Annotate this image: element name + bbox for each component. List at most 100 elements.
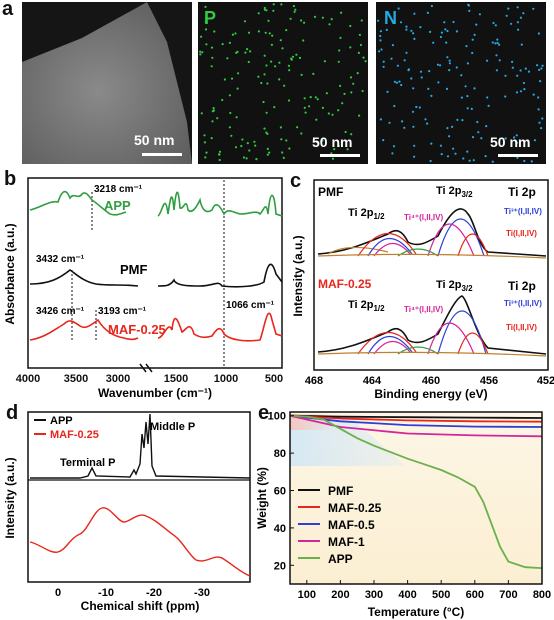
eds-dot	[432, 41, 435, 44]
eds-dot	[287, 64, 290, 67]
spectrum-maf-right	[157, 312, 283, 342]
peak-label: Ti(I,II,IV)	[506, 323, 537, 332]
eds-dot	[204, 20, 207, 23]
eds-dot	[523, 159, 526, 163]
eds-dot	[266, 153, 269, 156]
eds-dot	[461, 119, 464, 122]
peak-annotation: 3193 cm⁻¹	[98, 306, 147, 317]
eds-dot	[405, 28, 408, 31]
eds-dot	[516, 6, 519, 9]
x-tick-label: 0	[55, 587, 61, 599]
eds-dot	[471, 136, 475, 139]
legend-label-app: APP	[50, 415, 73, 427]
series-label-maf: MAF-0.25	[108, 322, 166, 337]
ftir-chart: 4000 3500 3000 1500 1000 500 Wavenumber …	[3, 177, 283, 400]
plot-frame	[289, 411, 543, 585]
legend-label: MAF-1	[328, 535, 365, 549]
eds-dot	[359, 43, 362, 47]
eds-dot	[388, 121, 391, 124]
eds-dot	[523, 88, 526, 91]
eds-dot	[498, 59, 501, 62]
eds-dot	[204, 156, 207, 159]
eds-dot	[218, 150, 222, 153]
eds-dot	[339, 84, 342, 87]
eds-dot	[323, 60, 326, 63]
eds-dot	[361, 89, 364, 93]
eds-dot	[412, 87, 415, 90]
eds-dot	[296, 126, 299, 129]
eds-dot	[357, 51, 360, 55]
x-axis-label: Temperature (°C)	[368, 605, 465, 619]
eds-dot	[268, 151, 271, 154]
eds-dot	[212, 107, 215, 110]
eds-dot	[360, 19, 363, 22]
eds-dot	[466, 150, 469, 153]
panel-letter-c: c	[290, 170, 302, 192]
series-line-maf-0-25	[289, 414, 543, 423]
eds-dot	[308, 105, 311, 108]
eds-dot	[228, 126, 231, 129]
eds-dot	[263, 6, 266, 10]
eds-dot	[364, 60, 367, 63]
eds-dot	[291, 55, 295, 58]
eds-dot	[486, 59, 489, 62]
eds-dot	[516, 21, 519, 24]
eds-dot	[515, 91, 519, 94]
eds-dot	[540, 127, 543, 130]
eds-dot	[465, 45, 468, 48]
spectrum-app-left	[29, 190, 127, 216]
eds-dot	[280, 3, 283, 6]
eds-dot	[430, 142, 433, 145]
panel-letter-a: a	[2, 0, 14, 20]
eds-dot	[446, 127, 449, 130]
eds-dot	[380, 48, 383, 51]
eds-dot	[228, 94, 231, 97]
spectrum-pmf-right	[157, 263, 283, 288]
eds-dot	[446, 155, 450, 158]
y-tick-label: 40	[274, 523, 286, 535]
xps-chart: 468 464 460 456 452 Binding energy (eV) …	[291, 179, 554, 401]
scale-label: 50 nm	[312, 134, 353, 150]
eds-dot	[270, 43, 273, 47]
eds-dot	[391, 44, 394, 47]
eds-dot	[411, 110, 415, 113]
eds-dot	[283, 84, 286, 87]
eds-dot	[424, 118, 427, 121]
eds-dot	[466, 107, 469, 110]
tem-image: 50 nm	[22, 2, 192, 164]
eds-dot	[266, 147, 269, 150]
eds-dot	[471, 51, 474, 55]
eds-dot	[257, 12, 260, 15]
eds-dot	[278, 78, 281, 81]
eds-dot	[443, 21, 446, 24]
eds-dot	[386, 90, 389, 93]
legend-label: PMF	[328, 484, 353, 498]
eds-dot	[242, 156, 246, 159]
eds-dot	[273, 106, 276, 109]
eds-dot	[281, 47, 284, 50]
eds-dot	[205, 43, 208, 46]
eds-dot	[248, 149, 251, 152]
xps-envelope-pmf	[317, 208, 547, 257]
eds-dot	[266, 82, 269, 85]
eds-dot	[350, 133, 353, 136]
eds-dot	[496, 38, 499, 41]
eds-dot	[331, 157, 335, 160]
eds-dot	[298, 56, 302, 60]
eds-dot	[464, 85, 467, 88]
element-label-n: N	[384, 8, 397, 28]
peak-annotation: 3218 cm⁻¹	[94, 184, 143, 195]
x-tick-label: 700	[499, 589, 517, 601]
eds-dot	[396, 64, 399, 67]
eds-dot	[495, 69, 498, 72]
eds-dot	[537, 96, 540, 99]
peak-annotation: 1066 cm⁻¹	[226, 300, 275, 311]
eds-dot	[352, 82, 355, 85]
eds-dot	[473, 33, 476, 36]
series-line-pmf	[289, 414, 543, 419]
x-tick-label: 400	[398, 589, 416, 601]
eds-dot	[475, 23, 478, 26]
x-tick-label: 3000	[106, 373, 130, 385]
legend-label: MAF-0.25	[328, 501, 382, 515]
plot-frame	[27, 177, 283, 369]
